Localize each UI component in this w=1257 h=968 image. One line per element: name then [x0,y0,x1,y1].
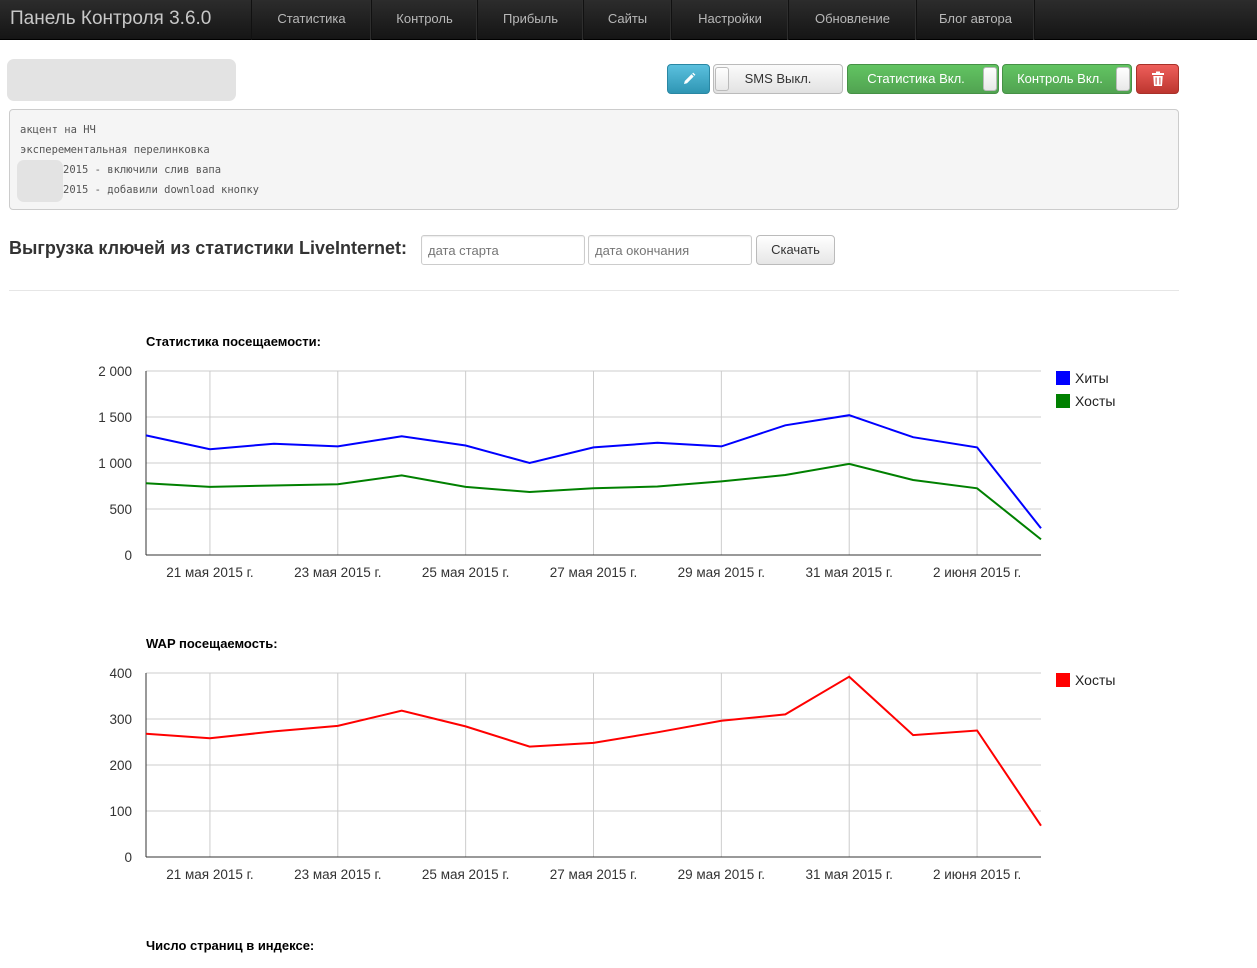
x-tick-label: 21 мая 2015 г. [166,867,253,882]
traffic-chart: 0 500 1 000 1 500 2 000 21 мая 2015 г. 23 мая … [98,364,1115,580]
nav-item-profit[interactable]: Прибыль [478,0,584,40]
x-tick-label: 29 мая 2015 г. [678,867,765,882]
sms-toggle-label: SMS Выкл. [744,71,812,86]
x-tick-label: 23 мая 2015 г. [294,565,381,580]
legend-label: Хиты [1075,370,1109,386]
control-toggle-label: Контроль Вкл. [1017,71,1103,86]
y-tick-label: 500 [109,502,132,517]
y-tick-label: 400 [109,666,132,681]
x-tick-label: 2 июня 2015 г. [933,565,1021,580]
site-notes[interactable]: акцент на НЧ эксперементальная перелинко… [9,109,1179,210]
top-navbar: Панель Контроля 3.6.0 Статистика Контрол… [0,0,1257,40]
note-line: эксперементальная перелинковка [20,144,210,156]
nav-item-update[interactable]: Обновление [789,0,917,40]
series-line [145,675,1042,827]
index-pages-title: Число страниц в индексе: [146,938,315,953]
toggle-knob[interactable] [715,67,729,91]
y-tick-label: 300 [109,712,132,727]
note-line: 2015 - добавили download кнопку [63,184,259,196]
site-name-redacted [7,59,236,101]
start-date-input[interactable] [421,235,585,265]
divider [9,290,1179,291]
edit-button[interactable] [667,64,710,94]
y-tick-label: 0 [124,548,132,563]
series-line [145,462,1042,541]
statistics-toggle[interactable]: Статистика Вкл. [847,64,999,94]
main-nav: Статистика Контроль Прибыль Сайты Настро… [251,0,1035,40]
end-date-input[interactable] [588,235,752,265]
brand-title[interactable]: Панель Контроля 3.6.0 [10,8,212,29]
nav-item-sites[interactable]: Сайты [584,0,672,40]
x-tick-label: 27 мая 2015 г. [550,867,637,882]
chart-title: WAP посещаемость: [146,636,278,651]
download-button[interactable]: Скачать [756,235,835,265]
nav-item-control[interactable]: Контроль [372,0,478,40]
redacted-date-block [17,160,63,202]
trash-icon [1151,71,1164,86]
x-tick-label: 25 мая 2015 г. [422,565,509,580]
nav-item-author-blog[interactable]: Блог автора [917,0,1035,40]
delete-button[interactable] [1136,64,1179,94]
legend-swatch [1056,673,1070,687]
note-line: 2015 - включили слив вапа [63,164,222,176]
legend-swatch [1056,394,1070,408]
x-tick-label: 31 мая 2015 г. [805,867,892,882]
x-tick-label: 2 июня 2015 г. [933,867,1021,882]
x-tick-label: 21 мая 2015 г. [166,565,253,580]
x-tick-label: 25 мая 2015 г. [422,867,509,882]
nav-item-statistics[interactable]: Статистика [252,0,372,40]
export-title: Выгрузка ключей из статистики LiveIntern… [9,238,407,258]
y-tick-label: 0 [124,850,132,865]
y-tick-label: 2 000 [98,364,132,379]
x-tick-label: 31 мая 2015 г. [805,565,892,580]
y-tick-label: 1 000 [98,456,132,471]
toggle-knob[interactable] [983,67,997,91]
legend-label: Хосты [1075,672,1115,688]
y-tick-label: 1 500 [98,410,132,425]
x-tick-label: 23 мая 2015 г. [294,867,381,882]
nav-item-settings[interactable]: Настройки [672,0,789,40]
pencil-icon [683,72,695,84]
note-line: акцент на НЧ [20,124,96,136]
y-tick-label: 200 [109,758,132,773]
wap-chart: 0 100 200 300 400 21 мая 2015 г. 23 мая 2015 г… [109,666,1115,882]
y-tick-label: 100 [109,804,132,819]
statistics-toggle-label: Статистика Вкл. [867,71,965,86]
chart-title: Статистика посещаемости: [146,334,321,349]
sms-toggle[interactable]: SMS Выкл. [713,64,843,94]
legend-label: Хосты [1075,393,1115,409]
x-tick-label: 29 мая 2015 г. [678,565,765,580]
series-line [145,414,1042,529]
legend-swatch [1056,371,1070,385]
x-tick-label: 27 мая 2015 г. [550,565,637,580]
control-toggle[interactable]: Контроль Вкл. [1002,64,1132,94]
toggle-knob[interactable] [1116,67,1130,91]
